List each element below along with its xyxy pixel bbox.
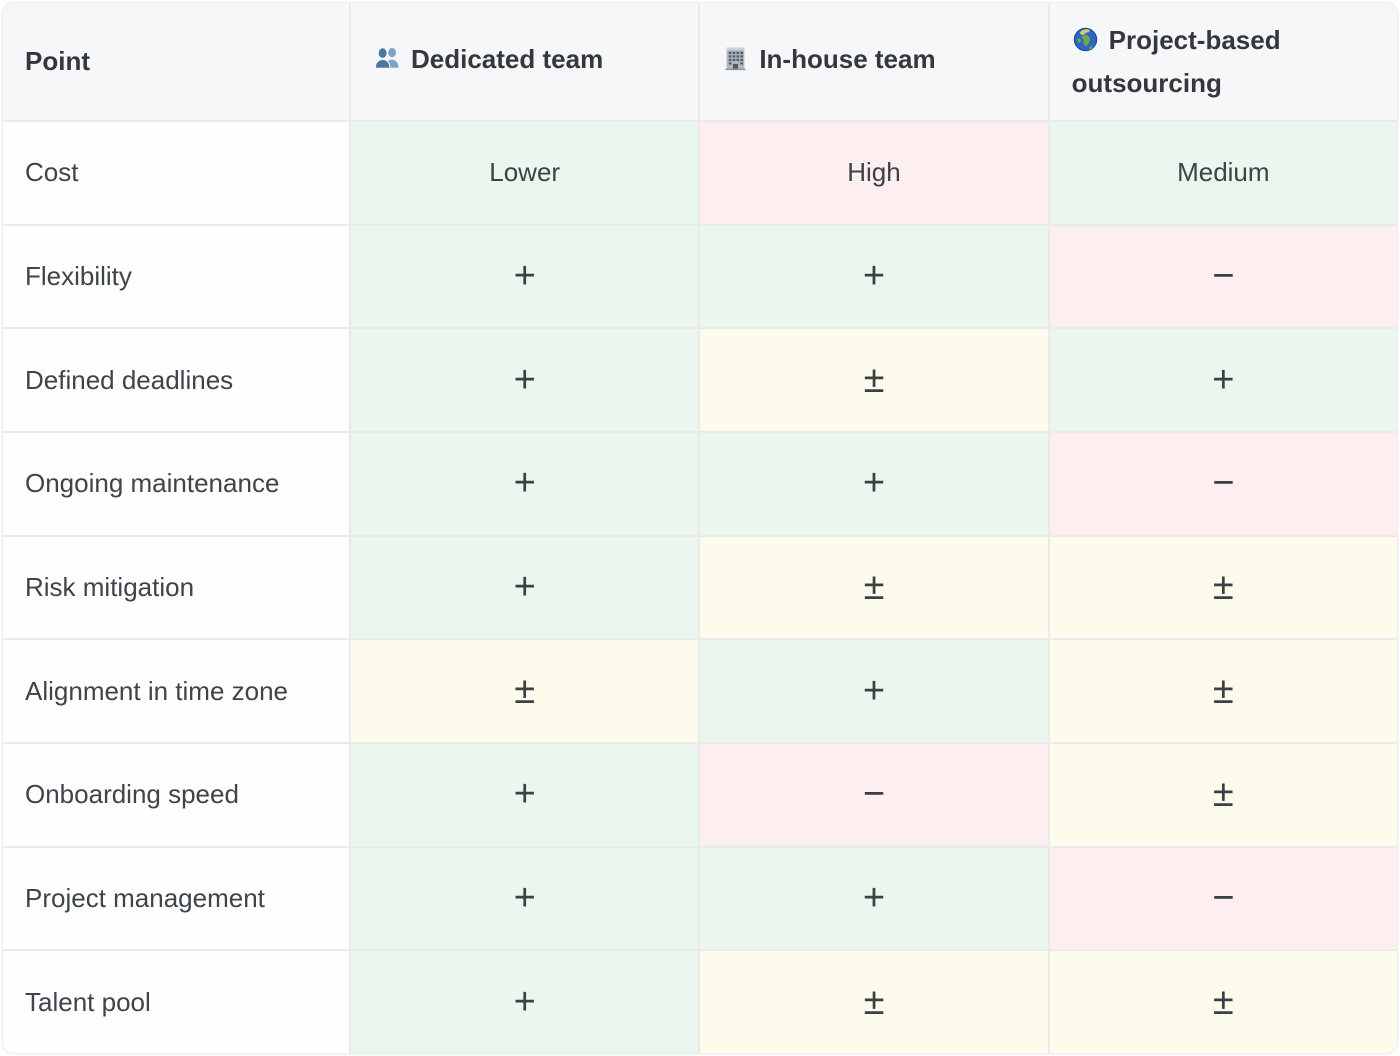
table-cell: ±: [1049, 951, 1397, 1053]
busts-in-silhouette-icon: [373, 44, 401, 83]
row-label: Ongoing maintenance: [3, 432, 349, 535]
table-cell: −: [1049, 847, 1397, 950]
column-header-point: Point: [3, 3, 349, 120]
table-cell: +: [351, 951, 699, 1053]
table-cell: Lower: [351, 122, 699, 224]
table-cell: −: [1049, 225, 1397, 328]
globe-europe-africa-icon: [1072, 25, 1099, 64]
table-cell: ±: [700, 329, 1048, 431]
table-cell: ±: [351, 640, 699, 742]
column-header-label: Point: [25, 46, 90, 76]
table-cell: +: [700, 640, 1048, 742]
table-cell: +: [351, 847, 699, 950]
table-cell: −: [1049, 432, 1397, 535]
row-label: Defined deadlines: [3, 329, 349, 431]
table-cell: +: [351, 225, 699, 328]
column-header-dedicated-team: Dedicated team: [351, 3, 699, 120]
row-label: Cost: [3, 122, 349, 224]
table-cell: ±: [1049, 640, 1397, 742]
column-header-label: In-house team: [759, 44, 936, 74]
table-cell: +: [351, 432, 699, 535]
table-cell: ±: [1049, 536, 1397, 639]
office-building-icon: [722, 44, 749, 83]
table-cell: +: [351, 536, 699, 639]
table-cell: ±: [700, 536, 1048, 639]
table-cell: ±: [700, 951, 1048, 1053]
row-label: Risk mitigation: [3, 536, 349, 639]
row-label: Alignment in time zone: [3, 640, 349, 742]
column-header-in-house-team: In-house team: [700, 3, 1048, 120]
table-cell: +: [700, 847, 1048, 950]
column-header-project-based-outsourcing: Project-based outsourcing: [1049, 3, 1397, 120]
table-cell: +: [1049, 329, 1397, 431]
row-label: Onboarding speed: [3, 743, 349, 846]
table-cell: High: [700, 122, 1048, 224]
table-cell: Medium: [1049, 122, 1397, 224]
table-cell: −: [700, 743, 1048, 846]
table-cell: +: [700, 225, 1048, 328]
table-cell: +: [351, 329, 699, 431]
table-cell: +: [351, 743, 699, 846]
row-label: Flexibility: [3, 225, 349, 328]
table-cell: +: [700, 432, 1048, 535]
table-cell: ±: [1049, 743, 1397, 846]
column-header-label: Dedicated team: [411, 44, 604, 74]
comparison-table: Point Dedicated team: [3, 3, 1397, 1053]
column-header-label: Project-based outsourcing: [1071, 24, 1281, 98]
row-label: Project management: [3, 847, 349, 950]
row-label: Talent pool: [3, 951, 349, 1053]
